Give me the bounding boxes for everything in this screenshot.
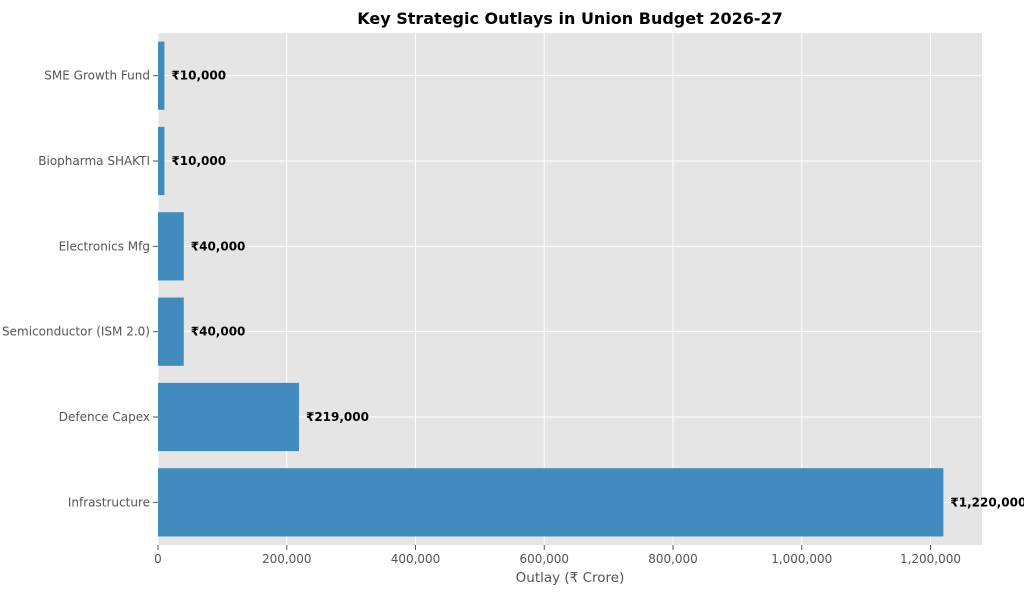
y-tick-label: Defence Capex [59, 410, 150, 424]
bar [158, 41, 165, 110]
x-axis-ticks: 0 200,000 400,000 600,000 800,000 1,000,000 1,… [154, 545, 961, 566]
data-label: ₹1,220,000 [950, 495, 1024, 509]
y-tick-label: SME Growth Fund [44, 69, 150, 83]
data-label: ₹10,000 [171, 154, 226, 168]
bars [158, 41, 944, 537]
bar [158, 297, 184, 366]
y-tick-label: Biopharma SHAKTI [38, 154, 150, 168]
y-tick-label: Electronics Mfg [59, 239, 150, 253]
x-tick-label: 0 [154, 552, 162, 566]
data-label: ₹40,000 [191, 325, 246, 339]
bar [158, 382, 299, 452]
x-tick-label: 1,200,000 [900, 552, 961, 566]
x-tick-label: 200,000 [262, 552, 312, 566]
bar [158, 468, 944, 537]
x-tick-label: 800,000 [648, 552, 698, 566]
chart-title: Key Strategic Outlays in Union Budget 20… [357, 9, 783, 28]
y-tick-label: Infrastructure [68, 495, 150, 509]
bar [158, 126, 165, 196]
x-tick-label: 1,000,000 [771, 552, 832, 566]
x-tick-label: 600,000 [519, 552, 569, 566]
data-label: ₹40,000 [191, 239, 246, 253]
value-labels: ₹1,220,000 ₹219,000 ₹40,000 ₹40,000 ₹10,000 ₹… [171, 69, 1024, 510]
y-tick-label: Semiconductor (ISM 2.0) [2, 325, 150, 339]
data-label: ₹10,000 [171, 69, 226, 83]
x-tick-label: 400,000 [391, 552, 441, 566]
y-axis-ticks: Infrastructure Defence Capex Semiconductor… [2, 69, 158, 509]
data-label: ₹219,000 [306, 410, 369, 424]
bar [158, 212, 184, 281]
plot-background [158, 33, 982, 545]
x-axis-label: Outlay (₹ Crore) [516, 570, 625, 586]
